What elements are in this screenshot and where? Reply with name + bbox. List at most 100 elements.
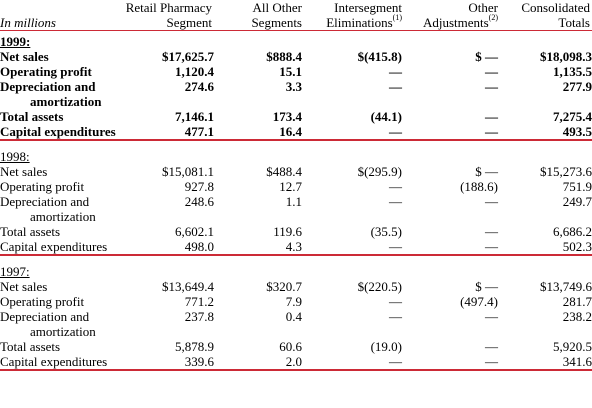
cell-adj: — xyxy=(485,339,498,354)
cell-elim: (44.1) xyxy=(370,109,402,124)
cell-other-seg: $320.7 xyxy=(266,279,302,294)
cell-other-seg: 119.6 xyxy=(273,224,302,239)
cell-adj: (188.6) xyxy=(460,179,498,194)
row-label: Capital expenditures xyxy=(0,124,116,139)
cell-retail: 7,146.1 xyxy=(175,109,214,124)
cell-other-seg: 4.3 xyxy=(285,239,302,254)
table-row-depreciation: Depreciation and 274.6 3.3 — — 277.9 xyxy=(0,79,592,94)
cell-total: 281.7 xyxy=(562,294,592,309)
row-label: Depreciation and xyxy=(0,194,90,209)
cell-elim: — xyxy=(389,179,402,194)
table-row-operating-profit: Operating profit 771.2 7.9 — (497.4) 281… xyxy=(0,294,592,309)
cell-elim: — xyxy=(389,354,402,369)
cell-other-seg: 2.0 xyxy=(285,354,302,369)
row-label: Operating profit xyxy=(0,294,85,309)
header-row-2: In millions Segment Segments Elimination… xyxy=(0,13,592,31)
cell-adj: — xyxy=(485,354,498,369)
cell-retail: 5,878.9 xyxy=(175,339,214,354)
table-row-capex: Capital expenditures 339.6 2.0 — — 341.6 xyxy=(0,354,592,370)
cell-elim: — xyxy=(389,294,402,309)
cell-adj: — xyxy=(485,124,498,139)
table-row-net-sales: Net sales $13,649.4 $320.7 $(220.5) $ — … xyxy=(0,279,592,294)
cell-total: 7,275.4 xyxy=(553,109,592,124)
table-row-capex: Capital expenditures 498.0 4.3 — — 502.3 xyxy=(0,239,592,255)
cell-total: 238.2 xyxy=(562,309,592,324)
cell-retail: 274.6 xyxy=(184,79,214,94)
cell-other-seg: 7.9 xyxy=(285,294,302,309)
col-header-adj-l2: Adjustments(2) xyxy=(422,13,498,31)
row-label: Net sales xyxy=(0,279,48,294)
footnote-2-mark: (2) xyxy=(488,13,498,22)
cell-adj: — xyxy=(485,79,498,94)
cell-adj: — xyxy=(485,239,498,254)
cell-adj: — xyxy=(485,64,498,79)
col-header-retail-l2: Segment xyxy=(166,15,213,30)
cell-total: 5,920.5 xyxy=(553,339,592,354)
row-label-cont: amortization xyxy=(30,94,102,109)
cell-total: 277.9 xyxy=(562,79,592,94)
cell-elim: $(295.9) xyxy=(357,164,402,179)
cell-other-seg: 60.6 xyxy=(279,339,302,354)
col-header-retail-l1: Retail Pharmacy xyxy=(125,0,212,15)
cell-adj: $ — xyxy=(475,49,498,64)
cell-total: 493.5 xyxy=(562,124,592,139)
col-header-other-seg-l1: All Other xyxy=(252,0,302,15)
cell-other-seg: 12.7 xyxy=(279,179,302,194)
cell-elim: (35.5) xyxy=(370,224,402,239)
cell-adj: — xyxy=(485,224,498,239)
row-label: Total assets xyxy=(0,339,61,354)
cell-retail: $17,625.7 xyxy=(162,49,214,64)
cell-adj: — xyxy=(485,109,498,124)
cell-elim: — xyxy=(389,309,402,324)
cell-total: 341.6 xyxy=(562,354,592,369)
row-label-cont: amortization xyxy=(30,209,96,224)
table-row-operating-profit: Operating profit 1,120.4 15.1 — — 1,135.… xyxy=(0,64,592,79)
units-label: In millions xyxy=(0,15,56,30)
cell-retail: 339.6 xyxy=(184,354,214,369)
cell-other-seg: 1.1 xyxy=(285,194,302,209)
table-row-depreciation: Depreciation and 248.6 1.1 — — 249.7 xyxy=(0,194,592,209)
cell-adj: (497.4) xyxy=(460,294,498,309)
section-rule xyxy=(0,369,592,372)
cell-elim: — xyxy=(389,124,402,139)
row-label: Operating profit xyxy=(0,179,85,194)
cell-elim: (19.0) xyxy=(370,339,402,354)
cell-total: $15,273.6 xyxy=(540,164,592,179)
table-row-total-assets: Total assets 5,878.9 60.6 (19.0) — 5,920… xyxy=(0,339,592,354)
table-row-total-assets: Total assets 6,602.1 119.6 (35.5) — 6,68… xyxy=(0,224,592,239)
footnote-1-mark: (1) xyxy=(392,13,402,22)
col-header-total-l1: Consolidated xyxy=(521,0,590,15)
row-label: Net sales xyxy=(0,164,48,179)
table-row-net-sales: Net sales $17,625.7 $888.4 $(415.8) $ — … xyxy=(0,49,592,64)
cell-retail: 771.2 xyxy=(184,294,214,309)
col-header-elim-l2: Eliminations(1) xyxy=(326,13,402,31)
cell-total: 502.3 xyxy=(562,239,592,254)
cell-retail: $13,649.4 xyxy=(162,279,214,294)
table-row-total-assets: Total assets 7,146.1 173.4 (44.1) — 7,27… xyxy=(0,109,592,124)
cell-retail: 6,602.1 xyxy=(175,224,214,239)
row-label: Depreciation and xyxy=(0,79,96,94)
table-row-net-sales: Net sales $15,081.1 $488.4 $(295.9) $ — … xyxy=(0,164,592,179)
cell-retail: 477.1 xyxy=(184,124,214,139)
header-row-1: Retail Pharmacy All Other Intersegment O… xyxy=(0,0,592,15)
year-label: 1998: xyxy=(0,149,30,164)
cell-retail: $15,081.1 xyxy=(162,164,214,179)
cell-elim: — xyxy=(389,194,402,209)
cell-adj: — xyxy=(485,309,498,324)
cell-other-seg: $488.4 xyxy=(266,164,302,179)
row-label: Capital expenditures xyxy=(0,239,108,254)
cell-elim: — xyxy=(389,79,402,94)
row-label: Capital expenditures xyxy=(0,354,108,369)
cell-other-seg: 0.4 xyxy=(285,309,302,324)
cell-total: 249.7 xyxy=(562,194,592,209)
cell-total: $13,749.6 xyxy=(540,279,592,294)
table-row-operating-profit: Operating profit 927.8 12.7 — (188.6) 75… xyxy=(0,179,592,194)
cell-other-seg: 173.4 xyxy=(272,109,302,124)
col-header-elim-l1: Intersegment xyxy=(334,0,402,15)
cell-retail: 248.6 xyxy=(184,194,214,209)
cell-other-seg: 15.1 xyxy=(279,64,302,79)
row-label: Depreciation and xyxy=(0,309,90,324)
table-row-capex: Capital expenditures 477.1 16.4 — — 493.… xyxy=(0,124,592,140)
table-row-depreciation-cont: amortization xyxy=(0,324,592,339)
row-label: Operating profit xyxy=(0,64,92,79)
